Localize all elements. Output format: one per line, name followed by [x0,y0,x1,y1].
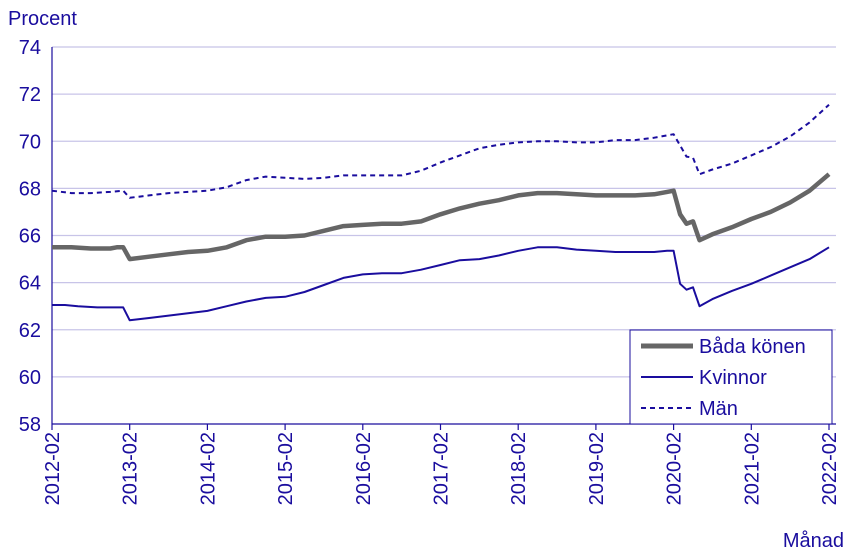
y-tick-label: 72 [19,84,41,106]
x-tick-label: 2013-02 [120,432,142,505]
x-tick-label: 2014-02 [197,432,219,505]
x-tick-label: 2018-02 [508,432,530,505]
series-line-Båda könen [52,172,831,262]
x-tick-label: 2016-02 [353,432,375,505]
y-tick-label: 60 [19,367,41,389]
x-tick-label: 2022-02 [819,432,841,505]
legend-label-bada-konen: Båda könen [699,336,806,358]
legend: Båda könen Kvinnor Män [629,329,833,425]
series-line-Män [51,103,830,199]
x-tick-label: 2019-02 [586,432,608,505]
legend-label-man: Män [699,398,738,420]
series-lines [51,103,831,322]
y-tick-label: 70 [19,131,41,153]
y-tick-label: 68 [19,178,41,200]
x-tick-label: 2021-02 [741,432,763,505]
y-tick-label: 58 [19,414,41,436]
y-tick-label: 74 [19,37,41,59]
x-tick-label: 2017-02 [431,432,453,505]
gridlines [52,46,836,378]
series-line-Kvinnor [52,246,830,322]
x-tick-label: 2012-02 [42,432,64,505]
x-tick-label: 2015-02 [275,432,297,505]
y-axis-title: Procent [8,8,77,30]
y-tick-label: 62 [19,320,41,342]
x-tick-label: 2020-02 [664,432,686,505]
y-tick-label: 66 [19,226,41,248]
y-tick-labels: 58 60 62 64 66 68 70 72 74 [19,37,41,436]
x-axis-title: Månad [783,530,844,552]
y-tick-label: 64 [19,273,41,295]
legend-label-kvinnor: Kvinnor [699,367,767,389]
x-tick-labels: 2012-02 2013-02 2014-02 2015-02 2016-02 2017-… [42,432,841,505]
